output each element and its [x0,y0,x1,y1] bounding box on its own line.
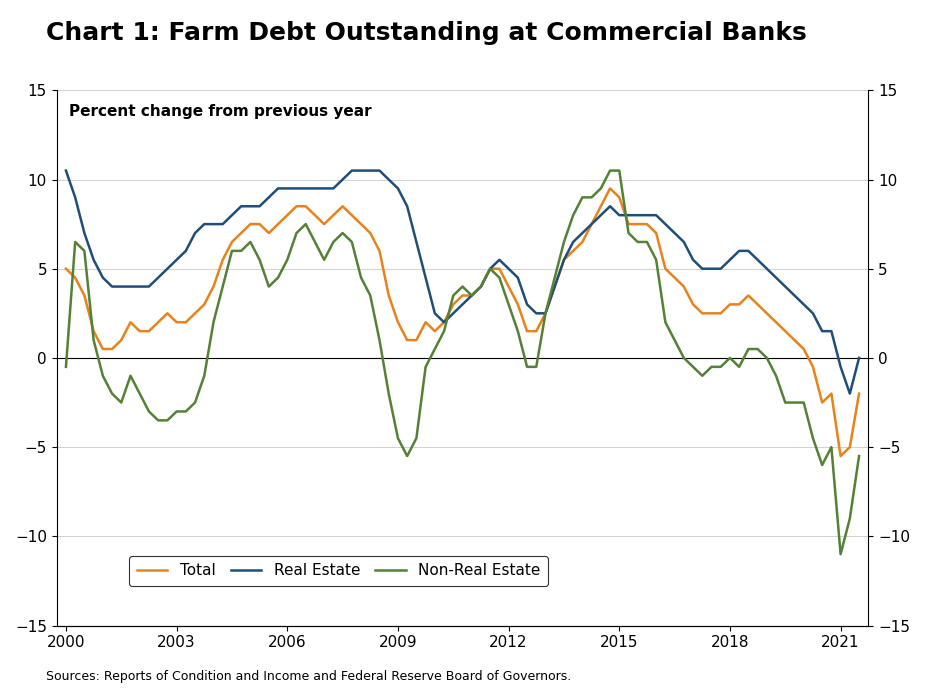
Real Estate [457,300,468,308]
Real Estate [392,184,403,193]
Real Estate [854,353,865,362]
Non-Real Estate [236,247,247,255]
Real Estate [190,229,201,237]
Total [236,229,247,237]
Total [392,318,403,326]
Total [854,389,865,398]
Real Estate [706,265,717,273]
Non-Real Estate [605,166,616,175]
Non-Real Estate [60,362,71,371]
Non-Real Estate [854,452,865,460]
Total [605,184,616,193]
Total [291,202,302,211]
Non-Real Estate [715,362,726,371]
Line: Real Estate: Real Estate [66,170,859,394]
Text: Percent change from previous year: Percent change from previous year [68,104,372,119]
Non-Real Estate [835,550,846,559]
Total [60,265,71,273]
Real Estate [291,184,302,193]
Line: Non-Real Estate: Non-Real Estate [66,170,859,554]
Real Estate [845,389,856,398]
Total [457,291,468,299]
Non-Real Estate [392,434,403,442]
Non-Real Estate [291,229,302,237]
Non-Real Estate [190,398,201,407]
Real Estate [60,166,71,175]
Total [835,452,846,460]
Real Estate [236,202,247,211]
Total [190,309,201,317]
Line: Total: Total [66,188,859,456]
Non-Real Estate [457,283,468,291]
Text: Chart 1: Farm Debt Outstanding at Commercial Banks: Chart 1: Farm Debt Outstanding at Commer… [46,21,807,45]
Legend: Total, Real Estate, Non-Real Estate: Total, Real Estate, Non-Real Estate [130,556,549,586]
Text: Sources: Reports of Condition and Income and Federal Reserve Board of Governors.: Sources: Reports of Condition and Income… [46,669,572,683]
Total [715,309,726,317]
